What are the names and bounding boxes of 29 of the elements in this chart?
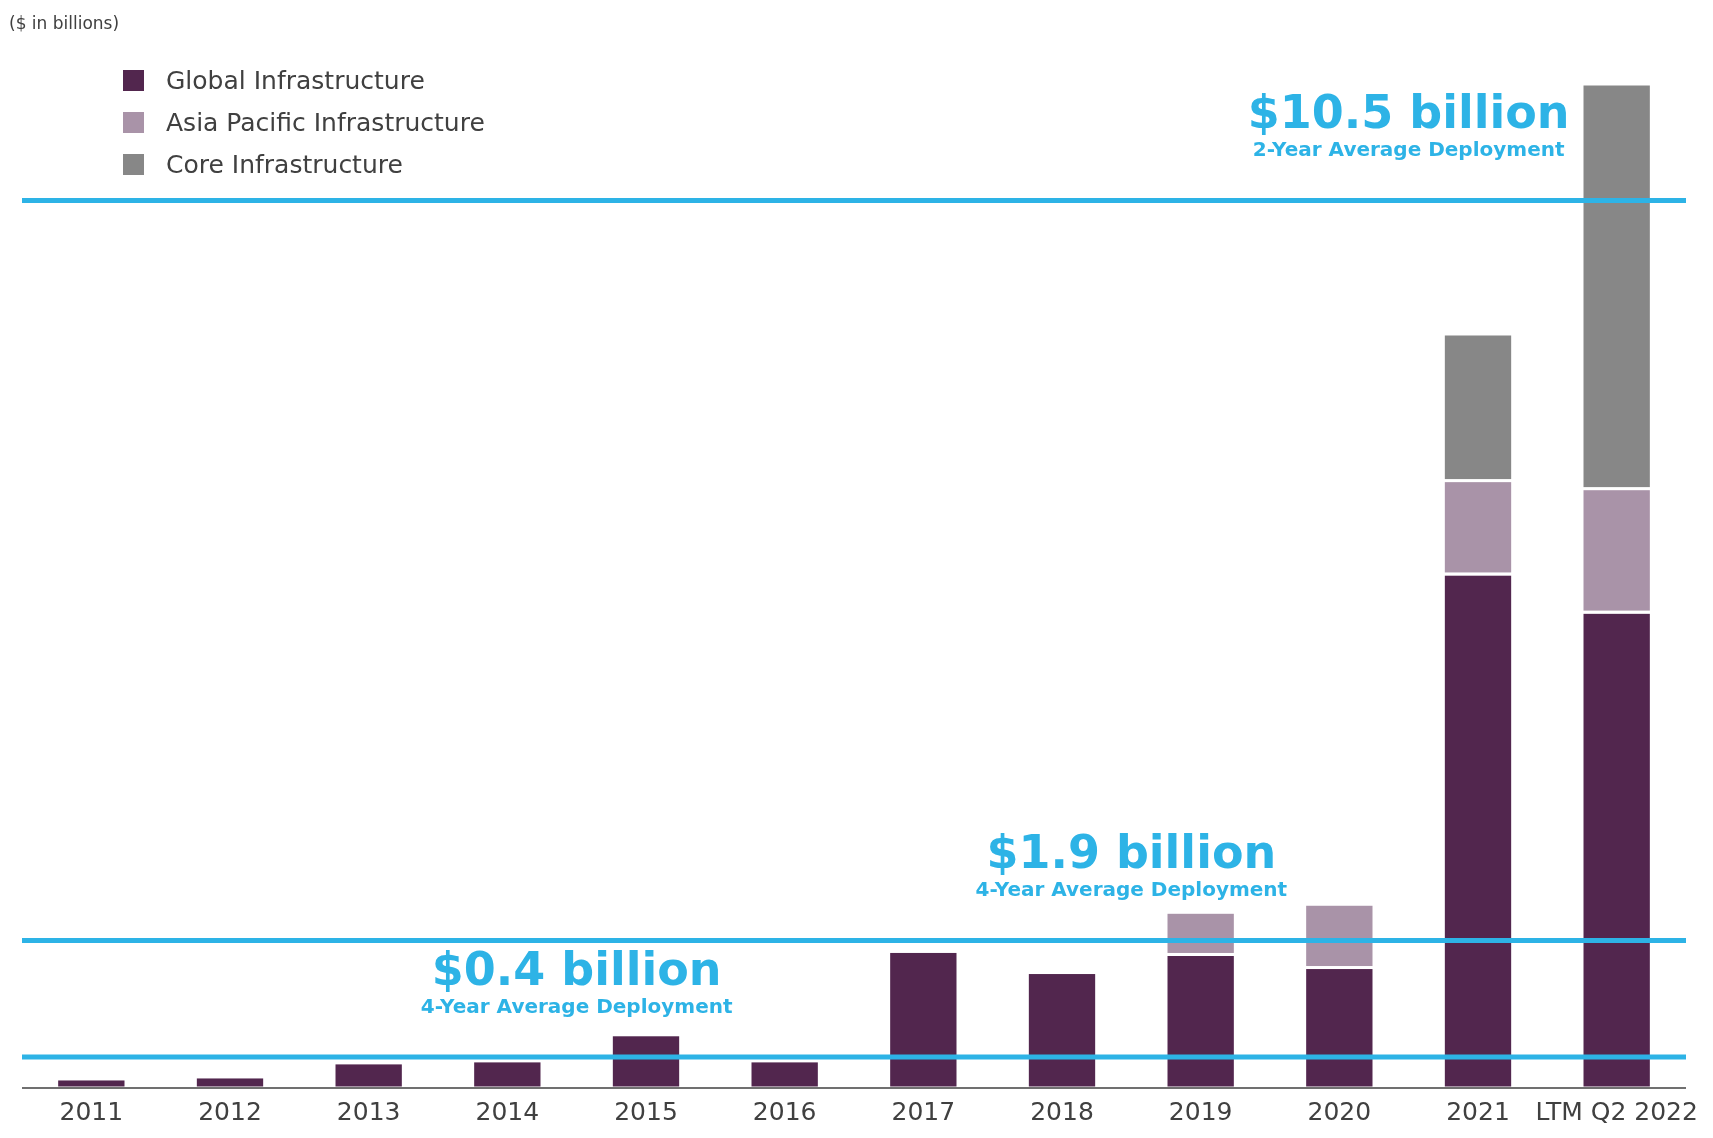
legend-label: Global Infrastructure: [166, 66, 425, 95]
x-tick-label: LTM Q2 2022: [1535, 1097, 1698, 1126]
x-tick-label: 2018: [1030, 1097, 1094, 1126]
x-tick-label: 2012: [198, 1097, 262, 1126]
x-tick-label: 2017: [891, 1097, 956, 1126]
x-tick-label: 2019: [1168, 1097, 1233, 1126]
x-tick-label: 2013: [336, 1097, 401, 1126]
x-tick-label: 2011: [59, 1097, 124, 1126]
y-axis-title: ($ in billions): [9, 13, 120, 33]
bar: [748, 1059, 821, 1090]
x-tick-label: 2015: [614, 1097, 678, 1126]
ref-line-label: $0.4 billion: [431, 941, 722, 996]
ref-line-label: $1.9 billion: [986, 825, 1277, 880]
x-tick-label: 2021: [1446, 1097, 1510, 1126]
bar: [1025, 971, 1099, 1090]
annotation: 4-Year Average Deployment: [975, 877, 1288, 902]
bar: [471, 1059, 544, 1090]
bar: [332, 1061, 405, 1090]
bar: [193, 1075, 267, 1090]
x-tick-label: 2020: [1307, 1097, 1372, 1126]
bar: [887, 949, 960, 1090]
annotation: 4-Year Average Deployment: [420, 993, 733, 1018]
x-tick-label: 2016: [752, 1097, 817, 1126]
bar: [55, 1077, 128, 1090]
annotation: 2-Year Average Deployment: [1252, 137, 1565, 162]
ref-line-label: $10.5 billion: [1247, 85, 1570, 140]
legend-label: Core Infrastructure: [166, 150, 403, 179]
legend-label: Asia Pacific Infrastructure: [166, 108, 485, 137]
x-tick-label: 2014: [475, 1097, 540, 1126]
